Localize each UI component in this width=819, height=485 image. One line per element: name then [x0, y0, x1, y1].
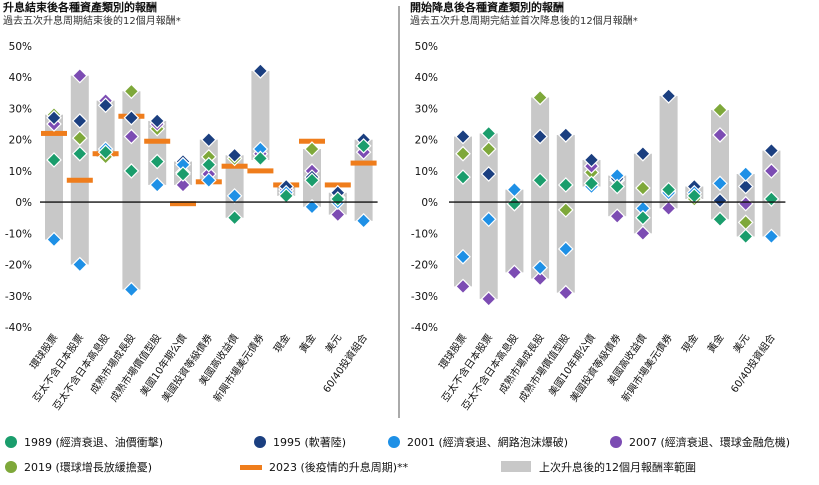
- chart-title: 開始降息後各種資產類別的報酬: [410, 0, 564, 14]
- chart-title: 升息結束後各種資產類別的報酬: [3, 0, 157, 14]
- category-label: 60/40投資組合: [320, 331, 370, 395]
- y-tick-label: -30%: [411, 291, 438, 303]
- range-bar: [71, 76, 89, 265]
- chart-after-hike-end: 升息結束後各種資產類別的報酬 過去五次升息周期結束後的12個月報酬* -40%-…: [3, 0, 378, 412]
- category-label: 現金: [679, 331, 701, 355]
- legend-marker-range: [501, 461, 531, 472]
- legend-marker-2019: [5, 461, 17, 473]
- y-tick-label: -10%: [411, 228, 438, 240]
- category-labels: 環球股票亞太不含日本股票亞太不含日本高息股成熟市場成長股成熟市場價值型股美國10…: [436, 331, 778, 412]
- legend-marker-1995: [254, 436, 266, 448]
- legend: 1989 (經濟衰退、油價衝擊) 1995 (軟著陸) 2001 (經濟衰退、網…: [5, 435, 790, 474]
- category-label: 美元: [730, 331, 752, 355]
- category-label: 美元: [322, 331, 344, 355]
- y-tick-label: 0%: [421, 197, 438, 209]
- category-label: 黃金: [296, 331, 318, 355]
- figure: 升息結束後各種資產類別的報酬 過去五次升息周期結束後的12個月報酬* -40%-…: [0, 0, 819, 485]
- y-tick-label: -20%: [411, 260, 438, 272]
- y-tick-label: -20%: [5, 260, 32, 272]
- legend-label-range: 上次升息後的12個月報酬率範圍: [539, 460, 696, 474]
- y-tick-label: -40%: [411, 322, 438, 334]
- y-tick-label: 30%: [9, 103, 32, 115]
- legend-label-2023: 2023 (後疫情的升息周期)**: [269, 460, 409, 474]
- points: [47, 64, 371, 297]
- y-tick-label: -10%: [5, 228, 32, 240]
- chart-subtitle: 過去五次升息周期完結並首次降息後的12個月報酬*: [410, 14, 638, 27]
- legend-item-range: 上次升息後的12個月報酬率範圍: [501, 460, 696, 474]
- y-tick-label: 30%: [415, 103, 438, 115]
- legend-label-2019: 2019 (環球增長放緩擔憂): [24, 460, 152, 474]
- legend-label-1995: 1995 (軟著陸): [273, 435, 346, 449]
- legend-marker-2023: [240, 465, 262, 470]
- y-tick-label: 20%: [415, 135, 438, 147]
- category-label: 60/40投資組合: [728, 331, 778, 395]
- y-tick-label: 50%: [415, 41, 438, 53]
- legend-item-2019: 2019 (環球增長放緩擔憂): [5, 460, 152, 474]
- legend-marker-1989: [5, 436, 17, 448]
- y-tick-label: 20%: [9, 135, 32, 147]
- legend-label-1989: 1989 (經濟衰退、油價衝擊): [24, 435, 163, 449]
- line-2023-mark: [144, 139, 170, 144]
- legend-item-2023: 2023 (後疫情的升息周期)**: [240, 460, 409, 474]
- y-tick-label: 50%: [9, 41, 32, 53]
- y-tick-label: 10%: [9, 166, 32, 178]
- y-tick-label: 0%: [15, 197, 32, 209]
- legend-label-2001: 2001 (經濟衰退、網路泡沫爆破): [407, 435, 568, 449]
- legend-label-2007: 2007 (經濟衰退、環球金融危機): [629, 435, 790, 449]
- legend-item-1989: 1989 (經濟衰退、油價衝擊): [5, 435, 163, 449]
- chart-after-first-cut: 開始降息後各種資產類別的報酬 過去五次升息周期完結並首次降息後的12個月報酬* …: [410, 0, 785, 412]
- y-axis-ticks: -40% -30% -20% -10% 0% 10% 20% 30% 40% 50%: [411, 41, 438, 334]
- line-2023-mark: [247, 168, 273, 173]
- legend-item-2001: 2001 (經濟衰退、網路泡沫爆破): [388, 435, 568, 449]
- range-bars: [454, 96, 780, 299]
- legend-item-2007: 2007 (經濟衰退、環球金融危機): [610, 435, 790, 449]
- y-tick-label: 10%: [415, 166, 438, 178]
- legend-marker-2007: [610, 436, 622, 448]
- legend-marker-2001: [388, 436, 400, 448]
- legend-item-1995: 1995 (軟著陸): [254, 435, 346, 449]
- y-tick-label: 40%: [9, 72, 32, 84]
- y-tick-label: 40%: [415, 72, 438, 84]
- category-label: 黃金: [704, 331, 726, 355]
- line-2023-mark: [67, 178, 93, 183]
- chart-subtitle: 過去五次升息周期結束後的12個月報酬*: [3, 14, 181, 27]
- category-label: 現金: [271, 331, 293, 355]
- line-2023-mark: [351, 161, 377, 166]
- y-axis-ticks: -40% -30% -20% -10% 0% 10% 20% 30% 40% 50%: [5, 41, 32, 334]
- category-labels: 環球股票亞太不含日本股票亞太不含日本高息股成熟市場成長股成熟市場價值型股美國10…: [27, 331, 370, 412]
- y-tick-label: -30%: [5, 291, 32, 303]
- y-tick-label: -40%: [5, 322, 32, 334]
